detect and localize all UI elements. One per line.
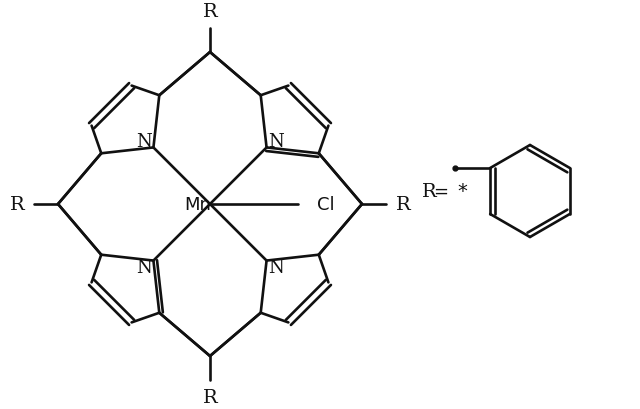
Text: Mn: Mn: [184, 196, 211, 213]
Text: R: R: [10, 196, 24, 213]
Text: R: R: [203, 388, 218, 406]
Text: N: N: [268, 258, 284, 276]
Text: N: N: [136, 133, 152, 151]
Text: N: N: [136, 258, 152, 276]
Text: =: =: [433, 182, 449, 200]
Text: R: R: [422, 182, 436, 200]
Text: R: R: [203, 3, 218, 21]
Text: R: R: [396, 196, 410, 213]
Text: *: *: [457, 182, 467, 201]
Text: N: N: [268, 133, 284, 151]
Text: Cl: Cl: [317, 196, 335, 213]
